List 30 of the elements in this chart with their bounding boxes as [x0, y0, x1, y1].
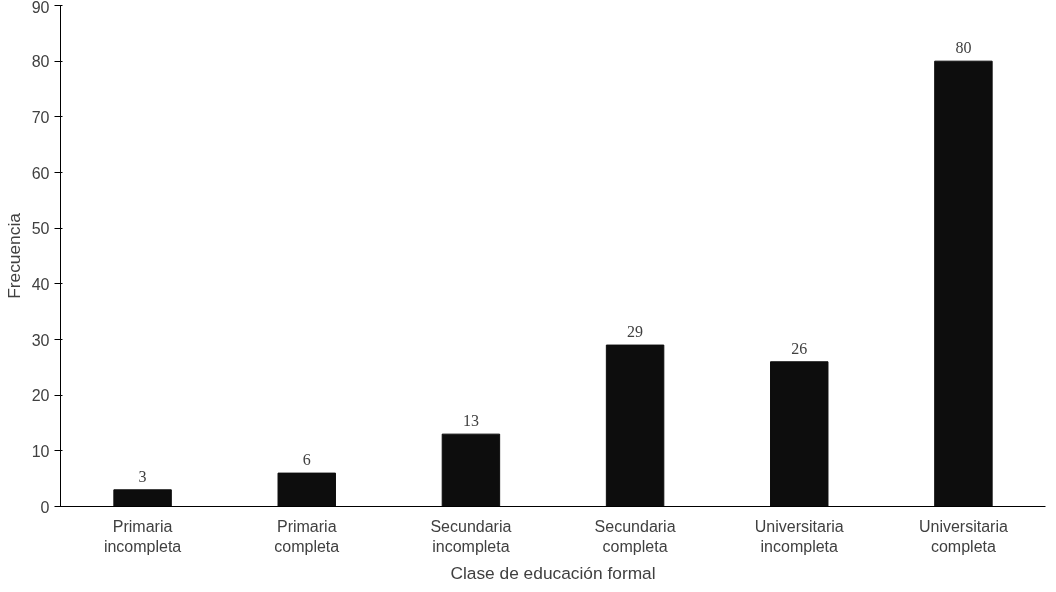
x-tick-label: Secundaria completa [594, 517, 676, 555]
bar [113, 489, 172, 507]
x-axis-title: Clase de educación formal [450, 562, 656, 583]
bar [770, 361, 829, 507]
y-tick-label: 90 [31, 0, 50, 16]
y-tick-label: 60 [31, 164, 50, 182]
data-label: 13 [462, 412, 479, 430]
y-tick-label: 40 [31, 275, 50, 293]
y-tick-label: 20 [31, 387, 50, 405]
y-tick-label: 50 [31, 220, 50, 238]
bar [934, 60, 993, 507]
y-tick-label: 10 [31, 442, 50, 460]
bar [277, 472, 336, 507]
y-tick-label: 0 [40, 498, 50, 516]
x-tick-label: Primaria completa [274, 517, 340, 555]
data-label: 26 [791, 339, 808, 357]
bar [605, 344, 665, 507]
x-tick-label: Primaria incompleta [103, 517, 182, 555]
data-label: 3 [138, 467, 147, 485]
data-label: 80 [955, 39, 972, 57]
x-tick-label: Universitaria incompleta [754, 517, 844, 555]
y-tick-label: 70 [31, 108, 50, 126]
bar [441, 433, 501, 507]
x-tick-label: Universitaria completa [918, 517, 1008, 555]
y-axis-title: Frecuencia [3, 212, 24, 299]
x-tick-label: Secundaria incompleta [430, 517, 512, 555]
y-tick-label: 80 [31, 53, 50, 71]
data-label: 6 [302, 451, 311, 469]
data-label: 29 [627, 323, 644, 341]
y-tick-label: 30 [31, 331, 50, 349]
